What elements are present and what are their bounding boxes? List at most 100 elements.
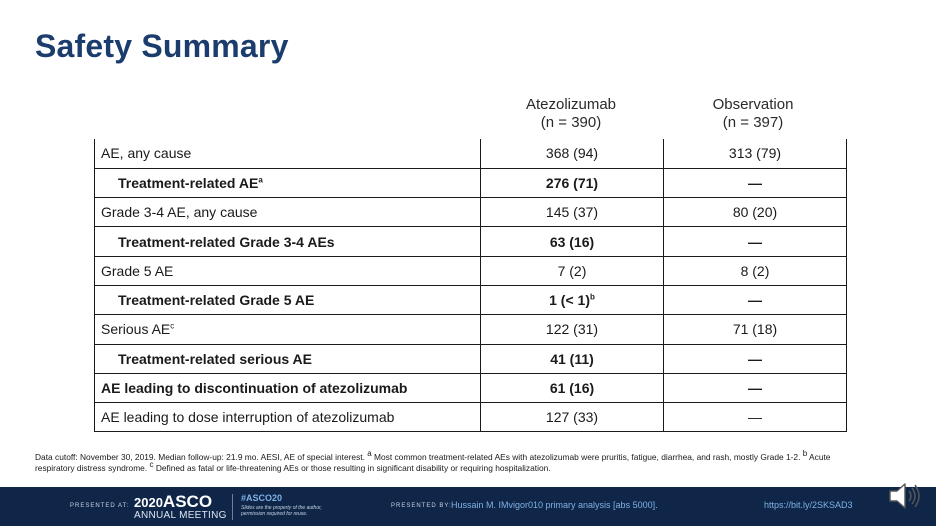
row-label-text: AE leading to discontinuation of atezoli… — [101, 380, 408, 397]
row-label: Grade 3-4 AE, any cause — [94, 197, 481, 228]
row-label: Treatment-related serious AE — [94, 344, 481, 374]
row-label: AE leading to dose interruption of atezo… — [94, 402, 481, 433]
asco-logo-meeting: ANNUAL MEETING — [134, 510, 227, 521]
cell-atezolizumab: 122 (31) — [480, 314, 664, 345]
footnote-text-3: Acute respiratory distress syndrome. — [35, 452, 831, 473]
cell-observation: 80 (20) — [663, 197, 847, 228]
cell-observation: 71 (18) — [663, 314, 847, 345]
asco-logo-text: ASCO — [162, 492, 213, 511]
cell-atezolizumab-value: 122 (31) — [545, 321, 599, 338]
cell-observation: — — [663, 373, 847, 404]
cell-atezolizumab-value: 127 (33) — [545, 409, 599, 426]
row-label: Serious AEc — [94, 314, 481, 345]
cell-atezolizumab-value: 1 (< 1) — [549, 292, 590, 309]
row-label-text: Grade 3-4 AE, any cause — [101, 204, 258, 221]
asco-logo: 2020ASCO ANNUAL MEETING — [134, 492, 227, 521]
cell-observation-value: — — [748, 380, 762, 397]
footer-url-link[interactable]: https://bit.ly/2SKSAD3 — [764, 500, 853, 510]
cell-atezolizumab: 276 (71) — [480, 168, 664, 199]
footnote-text-4: Defined as fatal or life-threatening AEs… — [153, 463, 551, 473]
cell-atezolizumab-value: 61 (16) — [549, 380, 595, 397]
cell-observation-value: — — [748, 350, 762, 367]
cell-observation-value: 80 (20) — [732, 204, 778, 221]
column-header-atezolizumab-name: Atezolizumab — [525, 96, 617, 113]
table-row: Grade 5 AE 7 (2) 8 (2) — [94, 256, 847, 286]
cell-atezolizumab-value: 276 (71) — [545, 174, 599, 191]
table-row: Treatment-related serious AE 41 (11) — — [94, 344, 847, 374]
cell-atezolizumab-value: 7 (2) — [557, 262, 587, 279]
cell-observation-value: 71 (18) — [732, 321, 778, 338]
footer-divider — [232, 494, 233, 520]
row-label-footnote-mark: c — [170, 321, 175, 331]
cell-observation-value: — — [748, 292, 762, 309]
cell-atezolizumab: 7 (2) — [480, 256, 664, 286]
footer-presenter: Hussain M. IMvigor010 primary analysis [… — [451, 500, 658, 510]
column-header-observation: Observation (n = 397) — [668, 96, 838, 132]
cell-atezolizumab: 127 (33) — [480, 402, 664, 433]
footnote-text-2: Most common treatment-related AEs with a… — [371, 452, 803, 462]
cell-atezolizumab-value: 145 (37) — [545, 204, 599, 221]
cell-observation-value: 313 (79) — [728, 145, 782, 162]
table-row: AE leading to dose interruption of atezo… — [94, 402, 847, 433]
row-label-footnote-mark: a — [258, 175, 263, 185]
cell-atezolizumab: 1 (< 1)b — [480, 285, 664, 316]
table-row: Grade 3-4 AE, any cause 145 (37) 80 (20) — [94, 197, 847, 228]
cell-observation: — — [663, 168, 847, 199]
column-header-observation-n: (n = 397) — [722, 114, 784, 131]
row-label-text: Treatment-related Grade 3-4 AEs — [118, 233, 335, 250]
cell-observation-value: 8 (2) — [740, 262, 770, 279]
cell-observation-value: — — [748, 233, 762, 250]
cell-observation: 313 (79) — [663, 139, 847, 169]
table-row: Treatment-related Grade 3-4 AEs 63 (16) — — [94, 226, 847, 257]
table-row: Treatment-related Grade 5 AE 1 (< 1)b — — [94, 285, 847, 316]
cell-observation: — — [663, 285, 847, 316]
row-label-text: Grade 5 AE — [101, 262, 174, 279]
row-label: Treatment-related Grade 3-4 AEs — [94, 226, 481, 257]
cell-atezolizumab: 145 (37) — [480, 197, 664, 228]
cell-atezolizumab: 63 (16) — [480, 226, 664, 257]
row-label: Treatment-related Grade 5 AE — [94, 285, 481, 316]
cell-atezolizumab-value: 368 (94) — [545, 145, 599, 162]
safety-table: AE, any cause 368 (94) 313 (79) Treatment-r… — [94, 139, 847, 433]
row-label-text: Serious AE — [101, 321, 171, 338]
cell-footnote-mark: b — [589, 292, 595, 302]
cell-observation: — — [663, 226, 847, 257]
cell-observation-value: — — [748, 409, 762, 426]
presented-at-label: PRESENTED AT: — [70, 503, 130, 509]
presented-by-label: PRESENTED BY: — [391, 503, 452, 509]
cell-atezolizumab: 41 (11) — [480, 344, 664, 374]
asco-logo-year: 2020 — [134, 495, 163, 510]
footnote-sup-a: a — [367, 449, 372, 459]
row-label-text: Treatment-related serious AE — [118, 350, 312, 367]
row-label-text: AE, any cause — [101, 145, 192, 162]
row-label: Treatment-related AEa — [94, 168, 481, 199]
speaker-icon[interactable] — [886, 478, 922, 514]
footnote-sup-c: c — [149, 460, 154, 470]
cell-atezolizumab: 368 (94) — [480, 139, 664, 169]
cell-observation: 8 (2) — [663, 256, 847, 286]
table-row: Serious AEc 122 (31) 71 (18) — [94, 314, 847, 345]
table-row: AE leading to discontinuation of atezoli… — [94, 373, 847, 404]
row-label-text: Treatment-related AE — [118, 174, 259, 191]
footer-rights-notice: Slides are the property of the author, p… — [241, 505, 322, 517]
slide-title: Safety Summary — [35, 28, 289, 64]
column-header-atezolizumab-n: (n = 390) — [540, 114, 602, 131]
table-row: Treatment-related AEa 276 (71) — — [94, 168, 847, 199]
column-header-atezolizumab: Atezolizumab (n = 390) — [486, 96, 656, 132]
row-label: AE leading to discontinuation of atezoli… — [94, 373, 481, 404]
footer-hashtag: #ASCO20 — [241, 493, 283, 503]
footer-bar: PRESENTED AT: 2020ASCO ANNUAL MEETING #A… — [0, 487, 936, 526]
cell-observation: — — [663, 344, 847, 374]
table-row: AE, any cause 368 (94) 313 (79) — [94, 139, 847, 169]
footnote: Data cutoff: November 30, 2019. Median f… — [35, 449, 855, 474]
row-label-text: AE leading to dose interruption of atezo… — [101, 409, 395, 426]
cell-atezolizumab: 61 (16) — [480, 373, 664, 404]
row-label-text: Treatment-related Grade 5 AE — [118, 292, 315, 309]
cell-atezolizumab-value: 41 (11) — [550, 350, 594, 367]
cell-atezolizumab-value: 63 (16) — [549, 233, 595, 250]
footnote-sup-b: b — [802, 449, 808, 459]
cell-observation-value: — — [748, 174, 762, 191]
row-label: Grade 5 AE — [94, 256, 481, 286]
column-header-observation-name: Observation — [712, 96, 794, 113]
row-label: AE, any cause — [94, 139, 481, 169]
